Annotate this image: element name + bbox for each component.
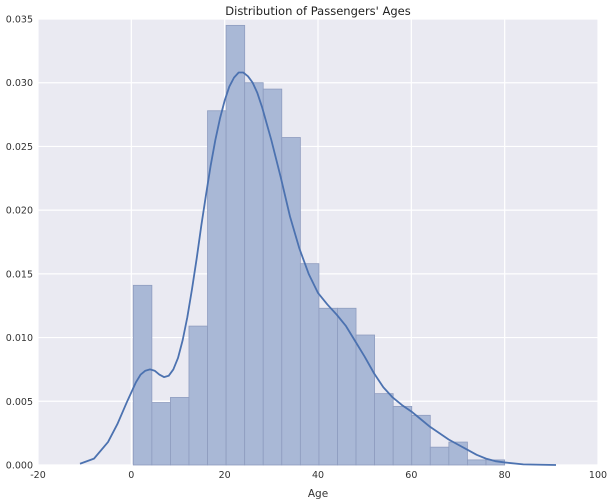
y-tick-label-0: 0.000 [6, 461, 33, 472]
y-tick-label-3: 0.015 [6, 269, 33, 280]
histogram-bar-12 [355, 334, 376, 466]
histogram-bar-2 [170, 397, 190, 466]
x-tick-label-2: 20 [219, 470, 231, 481]
histogram-bar-0 [132, 284, 153, 466]
histogram-bar-11 [337, 307, 357, 466]
histogram-bar-8 [281, 137, 301, 466]
x-tick-label-3: 40 [312, 470, 324, 481]
kde-curve [79, 71, 557, 466]
x-axis-label: Age [308, 488, 328, 500]
histogram-bar-10 [318, 307, 338, 466]
x-tick-label-6: 100 [589, 470, 607, 481]
chart-title: Distribution of Passengers' Ages [225, 4, 410, 18]
y-tick-label-4: 0.020 [6, 206, 33, 217]
histogram-bar-5 [225, 24, 246, 466]
x-tick-label-4: 60 [405, 470, 417, 481]
histogram-bar-1 [151, 402, 171, 466]
kde-curve-group [79, 71, 557, 466]
histogram-bar-9 [299, 263, 320, 466]
y-tick-label-6: 0.030 [6, 78, 33, 89]
x-tick-label-0: -20 [30, 470, 46, 481]
histogram-bar-3 [188, 325, 208, 466]
histogram-bar-14 [392, 405, 413, 466]
histogram-bar-15 [411, 414, 431, 466]
histogram-bar-16 [429, 446, 450, 466]
x-axis-ticks: -20 0 20 40 60 80 100 [30, 470, 607, 481]
y-tick-label-1: 0.005 [6, 397, 33, 408]
y-tick-label-5: 0.025 [6, 142, 33, 153]
y-tick-label-2: 0.010 [6, 333, 33, 344]
y-tick-label-7: 0.035 [6, 15, 33, 26]
histogram-bars [132, 24, 506, 466]
y-axis-ticks: 0.000 0.005 0.010 0.015 0.020 0.025 0.030 0.035 [6, 15, 33, 472]
histogram-bar-13 [374, 393, 394, 466]
x-tick-label-5: 80 [499, 470, 511, 481]
histogram-bar-6 [244, 82, 264, 466]
histogram-bar-18 [467, 459, 487, 466]
x-tick-label-1: 0 [128, 470, 134, 481]
